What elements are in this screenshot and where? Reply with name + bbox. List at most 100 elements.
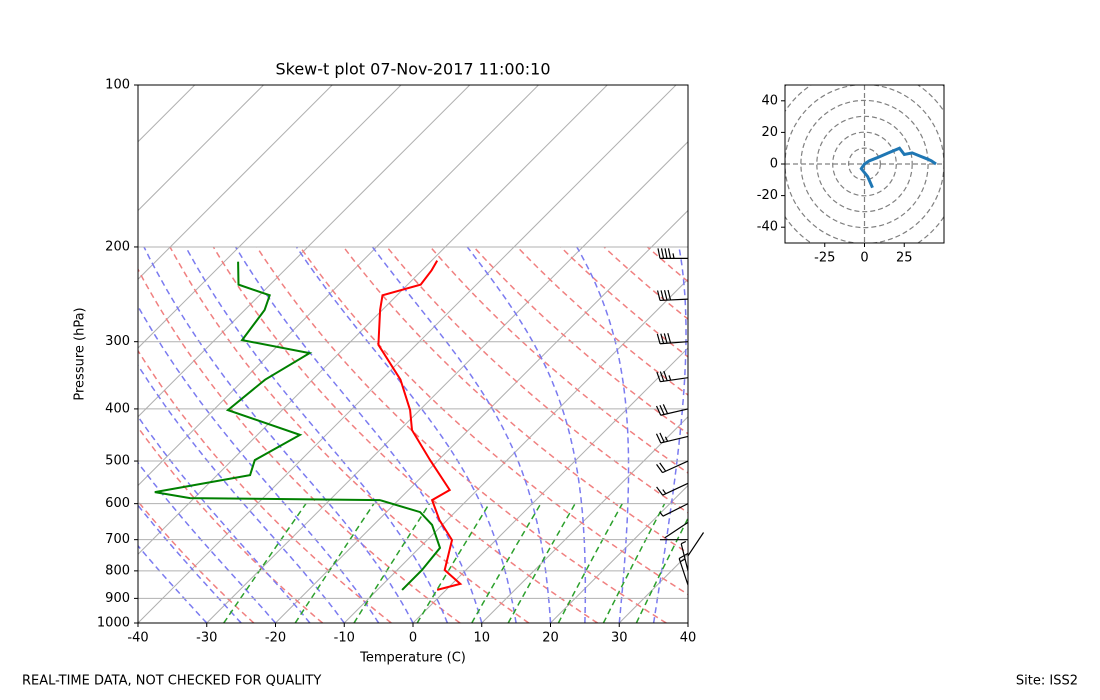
moist-adiabat xyxy=(143,246,414,623)
moist-adiabat xyxy=(138,544,208,623)
x-tick-label: -30 xyxy=(196,631,217,646)
dry-adiabat xyxy=(516,246,688,396)
moist-adiabat xyxy=(138,415,311,623)
profile-line xyxy=(377,260,463,591)
mixing-ratio-line xyxy=(471,503,542,623)
x-tick-label: 30 xyxy=(611,631,628,646)
dry-adiabat xyxy=(647,246,688,283)
dry-adiabat xyxy=(386,246,688,514)
barb-staff xyxy=(657,248,688,259)
isotherm xyxy=(550,484,688,623)
dry-adiabat xyxy=(603,246,688,321)
y-tick-label: 20 xyxy=(761,125,778,140)
wind-barb xyxy=(680,540,689,572)
x-tick-label: 20 xyxy=(542,631,559,646)
profile-line xyxy=(154,261,442,591)
dry-adiabat xyxy=(865,247,1100,623)
barb-staff xyxy=(680,540,689,572)
dry-adiabat xyxy=(778,247,1100,623)
mixing-ratio-line xyxy=(353,503,431,623)
chart-title: Skew-t plot 07-Nov-2017 11:00:10 xyxy=(275,60,550,79)
range-ring xyxy=(816,115,913,213)
isotherm xyxy=(343,278,688,623)
isotherm xyxy=(412,347,688,623)
y-tick-label: 40 xyxy=(761,93,778,108)
barb-staff xyxy=(656,482,689,496)
dry-adiabat xyxy=(138,267,461,623)
wind-barb xyxy=(678,552,689,586)
moist-adiabat xyxy=(576,246,630,623)
x-tick-label: 40 xyxy=(680,631,697,646)
wind-barb xyxy=(659,503,689,517)
mixing-ratio-line xyxy=(635,516,688,623)
isotherm xyxy=(138,85,471,418)
x-axis-label: Temperature (C) xyxy=(359,651,466,666)
dry-adiabat xyxy=(560,246,688,358)
plot-frame xyxy=(137,84,689,624)
wind-barb xyxy=(657,248,688,259)
barb-staff xyxy=(664,521,689,539)
isotherm xyxy=(138,85,677,623)
footer-right: Site: ISS2 xyxy=(1016,674,1078,689)
barb-staff xyxy=(687,532,705,557)
isotherm xyxy=(138,85,264,212)
isotherm xyxy=(138,85,539,487)
wind-barb xyxy=(656,289,689,302)
isotherm xyxy=(481,416,688,623)
wind-barb xyxy=(664,521,689,539)
barb-staff xyxy=(656,333,689,345)
x-tick-label: 0 xyxy=(409,631,417,646)
isotherm xyxy=(618,553,688,623)
hodograph-line xyxy=(859,146,937,189)
background-lines xyxy=(0,85,1100,623)
barb-staff xyxy=(655,404,689,416)
dry-adiabat xyxy=(473,246,688,435)
moist-adiabat xyxy=(138,461,277,623)
isotherm xyxy=(687,622,688,623)
dry-adiabat xyxy=(821,247,1100,623)
y-tick-label: 300 xyxy=(105,334,130,349)
barb-staff xyxy=(655,432,689,444)
dry-adiabat xyxy=(691,247,1100,623)
y-tick-label: 800 xyxy=(105,563,130,578)
wind-barb xyxy=(655,404,689,416)
wind-barb xyxy=(655,432,689,444)
barb-staff xyxy=(659,503,689,517)
isotherm xyxy=(138,85,196,143)
y-tick-label: -40 xyxy=(757,220,778,235)
wind-barb xyxy=(656,333,689,345)
x-tick-label: -20 xyxy=(265,631,286,646)
x-tick-label: 0 xyxy=(860,251,868,266)
isotherm xyxy=(275,209,688,623)
y-tick-label: 100 xyxy=(105,78,130,93)
y-tick-label: 900 xyxy=(105,591,130,606)
y-tick-label: 600 xyxy=(105,496,130,511)
y-tick-label: 1000 xyxy=(97,616,130,631)
isotherm xyxy=(826,85,1100,623)
moist-adiabat xyxy=(138,364,345,623)
barb-staff xyxy=(656,460,689,474)
wind-barb xyxy=(687,532,705,557)
y-tick-label: 400 xyxy=(105,401,130,416)
dry-adiabat xyxy=(169,246,530,623)
footer-left: REAL-TIME DATA, NOT CHECKED FOR QUALITY xyxy=(22,674,321,689)
wind-barb xyxy=(656,370,689,383)
moist-adiabat xyxy=(138,504,242,623)
isotherm xyxy=(138,85,402,349)
x-tick-label: -40 xyxy=(127,631,148,646)
y-tick-label: 200 xyxy=(105,239,130,254)
dry-adiabat xyxy=(343,246,688,555)
x-tick-label: -25 xyxy=(814,251,835,266)
moist-adiabat xyxy=(466,246,587,623)
barb-staff xyxy=(656,289,689,302)
dry-adiabat xyxy=(138,426,324,623)
y-axis-label: Pressure (hPa) xyxy=(73,307,88,400)
isotherm xyxy=(206,141,688,623)
y-tick-label: 700 xyxy=(105,532,130,547)
plot-data xyxy=(154,260,463,591)
barb-staff xyxy=(656,370,689,383)
range-ring xyxy=(800,99,929,229)
isotherm xyxy=(0,85,57,623)
x-tick-label: 25 xyxy=(896,251,913,266)
